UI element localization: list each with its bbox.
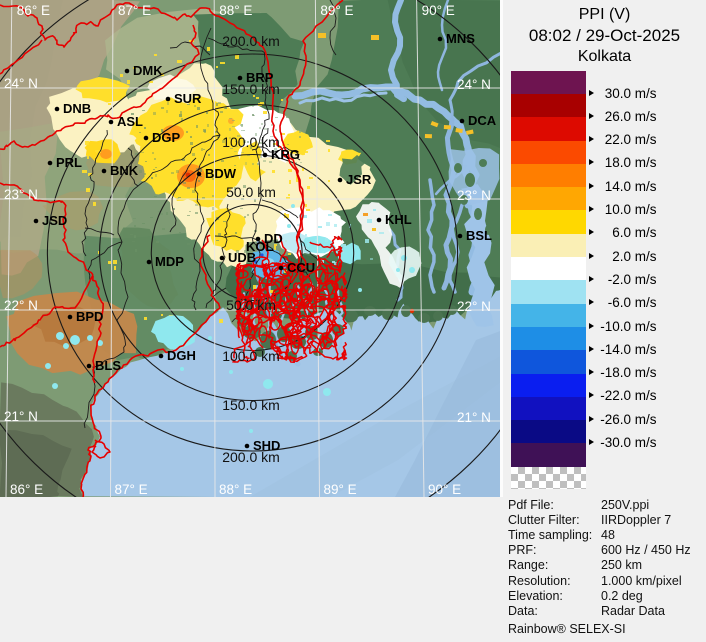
svg-text:86° E: 86° E: [17, 3, 50, 18]
svg-text:150.0 km: 150.0 km: [222, 81, 280, 97]
svg-text:JSR: JSR: [346, 172, 372, 187]
svg-text:MNS: MNS: [446, 31, 475, 46]
svg-text:200.0 km: 200.0 km: [222, 449, 280, 465]
svg-text:SHD: SHD: [253, 438, 280, 453]
svg-text:88° E: 88° E: [219, 3, 252, 18]
svg-text:ASL: ASL: [117, 114, 143, 129]
svg-text:CCU: CCU: [287, 260, 315, 275]
svg-text:24° N: 24° N: [4, 76, 38, 91]
svg-text:89° E: 89° E: [324, 482, 357, 497]
svg-text:DMK: DMK: [133, 63, 163, 78]
svg-text:BRP: BRP: [246, 70, 274, 85]
svg-text:DGH: DGH: [167, 348, 196, 363]
svg-text:KHL: KHL: [385, 212, 412, 227]
svg-text:BPD: BPD: [76, 309, 103, 324]
svg-text:87° E: 87° E: [115, 482, 148, 497]
svg-text:DNB: DNB: [63, 101, 91, 116]
svg-text:21° N: 21° N: [457, 410, 491, 425]
svg-text:89° E: 89° E: [320, 3, 353, 18]
svg-text:JSD: JSD: [42, 213, 67, 228]
svg-text:DCA: DCA: [468, 113, 497, 128]
svg-text:88° E: 88° E: [219, 482, 252, 497]
svg-text:SUR: SUR: [174, 91, 202, 106]
svg-text:23° N: 23° N: [4, 187, 38, 202]
svg-text:PRL: PRL: [56, 155, 82, 170]
svg-text:90° E: 90° E: [428, 482, 461, 497]
svg-text:MDP: MDP: [155, 254, 184, 269]
svg-text:87° E: 87° E: [118, 3, 151, 18]
svg-text:100.0 km: 100.0 km: [222, 348, 280, 364]
svg-text:50.0 km: 50.0 km: [226, 184, 276, 200]
svg-text:BLS: BLS: [95, 358, 121, 373]
svg-text:23° N: 23° N: [457, 188, 491, 203]
svg-text:50.0 km: 50.0 km: [226, 297, 276, 313]
svg-text:KRG: KRG: [271, 147, 300, 162]
svg-text:100.0 km: 100.0 km: [222, 134, 280, 150]
svg-text:21° N: 21° N: [4, 409, 38, 424]
svg-text:22° N: 22° N: [4, 298, 38, 313]
svg-text:BDW: BDW: [205, 166, 237, 181]
svg-text:90° E: 90° E: [422, 3, 455, 18]
svg-text:24° N: 24° N: [457, 77, 491, 92]
svg-text:KOL: KOL: [246, 239, 274, 254]
svg-text:DGP: DGP: [152, 130, 181, 145]
svg-text:200.0 km: 200.0 km: [222, 33, 280, 49]
svg-text:BSL: BSL: [466, 228, 492, 243]
svg-text:BNK: BNK: [110, 163, 139, 178]
svg-text:86° E: 86° E: [10, 482, 43, 497]
svg-text:22° N: 22° N: [457, 299, 491, 314]
svg-text:150.0 km: 150.0 km: [222, 397, 280, 413]
svg-text:UDB: UDB: [228, 250, 256, 265]
svg-text:DD: DD: [264, 231, 283, 246]
